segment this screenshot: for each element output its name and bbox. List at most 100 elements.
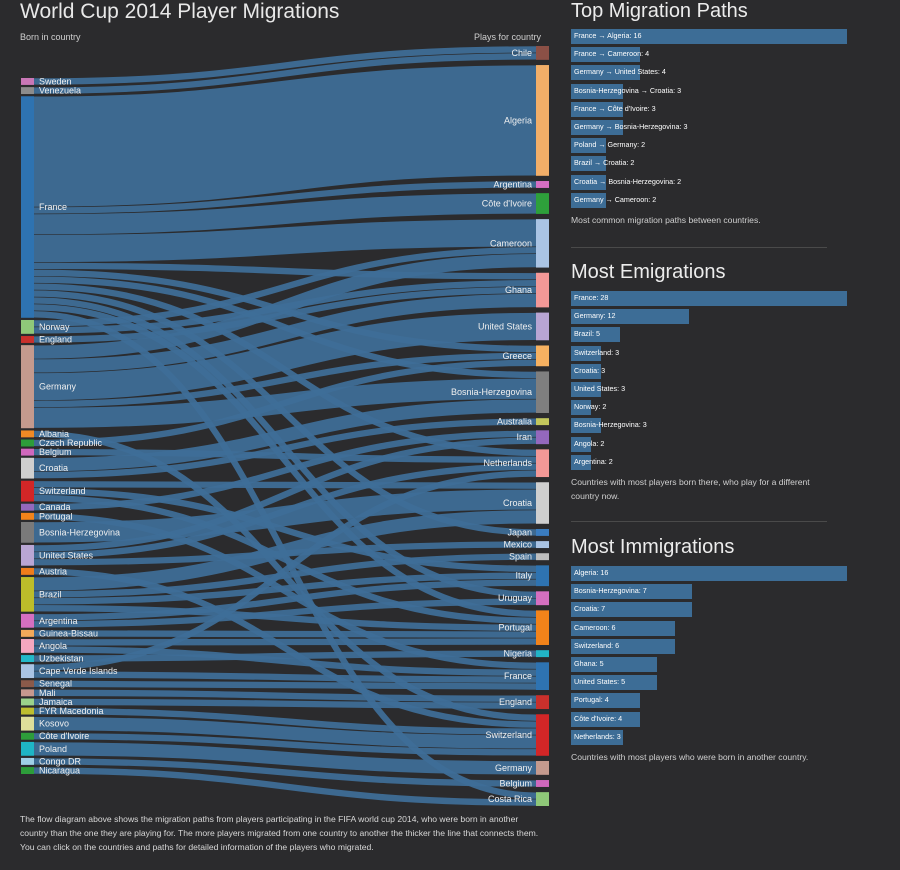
bar[interactable] (571, 174, 606, 190)
target-label[interactable]: Uruguay (498, 593, 533, 603)
target-node[interactable] (536, 780, 549, 787)
bar[interactable] (571, 454, 591, 470)
bar-row[interactable]: Bosnia-Herzegovina: 7 (571, 584, 861, 600)
bar[interactable] (571, 156, 606, 172)
source-label[interactable]: Uzbekistan (39, 654, 84, 664)
bar[interactable] (571, 138, 606, 154)
migration-flow[interactable] (33, 352, 537, 408)
bar-row[interactable]: France: 28 (571, 291, 861, 306)
bar[interactable] (571, 638, 675, 654)
target-label[interactable]: Greece (502, 351, 532, 361)
source-label[interactable]: Côte d'Ivoire (39, 731, 89, 741)
bar-row[interactable]: United States: 3 (571, 381, 861, 397)
bar[interactable] (571, 65, 640, 81)
target-label[interactable]: Costa Rica (488, 794, 532, 804)
bar[interactable] (571, 436, 591, 452)
target-label[interactable]: Switzerland (485, 730, 532, 740)
bar[interactable] (571, 327, 621, 343)
target-node[interactable] (536, 528, 549, 536)
source-node[interactable] (21, 521, 34, 543)
source-node[interactable] (21, 629, 34, 637)
bar[interactable] (571, 309, 690, 325)
source-label[interactable]: Bosnia-Herzegovina (39, 527, 120, 537)
source-label[interactable]: England (39, 334, 72, 344)
bar-row[interactable]: France → Cameroon: 4 (571, 47, 861, 63)
bar[interactable] (571, 711, 640, 727)
bar-row[interactable]: Côte d'Ivoire: 4 (571, 711, 861, 727)
migration-flow[interactable] (33, 399, 537, 472)
source-node[interactable] (21, 448, 34, 456)
target-node[interactable] (536, 760, 549, 775)
migration-flow[interactable] (33, 758, 537, 787)
source-node[interactable] (21, 480, 34, 502)
source-node[interactable] (21, 767, 34, 774)
target-label[interactable]: Argentina (493, 179, 532, 189)
source-node[interactable] (21, 680, 34, 688)
target-label[interactable]: Cameroon (490, 238, 532, 248)
target-label[interactable]: Côte d'Ivoire (482, 199, 532, 209)
bar[interactable] (571, 83, 623, 99)
migration-flow[interactable] (33, 510, 537, 591)
source-label[interactable]: Argentina (39, 616, 78, 626)
migration-flow[interactable] (33, 286, 537, 343)
migration-flow[interactable] (33, 437, 537, 552)
bar[interactable] (571, 291, 847, 306)
bar-row[interactable]: Argentina: 2 (571, 454, 861, 470)
source-label[interactable]: Kosovo (39, 719, 69, 729)
source-label[interactable]: Congo DR (39, 756, 82, 766)
target-node[interactable] (536, 565, 549, 587)
source-label[interactable]: Norway (39, 322, 70, 332)
target-label[interactable]: France (504, 671, 532, 681)
migration-flow[interactable] (33, 733, 537, 756)
source-label[interactable]: Portugal (39, 511, 73, 521)
target-label[interactable]: Algeria (504, 115, 532, 125)
target-node[interactable] (536, 181, 549, 188)
target-node[interactable] (536, 610, 549, 645)
source-node[interactable] (21, 345, 34, 429)
bar-row[interactable]: Norway: 2 (571, 400, 861, 416)
target-label[interactable]: England (499, 697, 532, 707)
bar-row[interactable]: Croatia: 3 (571, 363, 861, 379)
source-label[interactable]: Nicaragua (39, 766, 80, 776)
target-node[interactable] (536, 695, 549, 710)
target-node[interactable] (536, 193, 549, 214)
source-node[interactable] (21, 457, 34, 479)
migration-flow[interactable] (33, 430, 537, 511)
target-label[interactable]: Nigeria (503, 649, 532, 659)
migration-flow[interactable] (33, 553, 537, 598)
target-label[interactable]: Japan (507, 527, 532, 537)
migration-flow[interactable] (33, 418, 537, 479)
source-label[interactable]: FYR Macedonia (39, 706, 104, 716)
migration-flow[interactable] (33, 689, 537, 702)
bar-row[interactable]: Algeria: 16 (571, 566, 861, 581)
target-label[interactable]: Australia (497, 417, 532, 427)
bar-row[interactable]: Switzerland: 3 (571, 345, 861, 361)
migration-flow[interactable] (33, 463, 537, 559)
migration-flow[interactable] (33, 293, 537, 373)
bar-row[interactable]: Brazil: 5 (571, 327, 861, 343)
bar[interactable] (571, 602, 692, 618)
source-node[interactable] (21, 613, 34, 628)
source-label[interactable]: United States (39, 550, 94, 560)
target-label[interactable]: Spain (509, 552, 532, 562)
target-node[interactable] (536, 46, 549, 60)
source-node[interactable] (21, 96, 34, 318)
source-node[interactable] (21, 567, 34, 575)
migration-flow[interactable] (33, 598, 537, 628)
migration-flow[interactable] (33, 470, 537, 671)
target-label[interactable]: Chile (511, 48, 532, 58)
bar-row[interactable]: Poland → Germany: 2 (571, 138, 861, 154)
migration-flow[interactable] (33, 707, 537, 735)
bar[interactable] (571, 345, 601, 361)
bar-row[interactable]: Germany: 12 (571, 309, 861, 325)
source-label[interactable]: Albania (39, 429, 69, 439)
source-label[interactable]: Venezuela (39, 86, 81, 96)
target-node[interactable] (536, 792, 549, 806)
bar-row[interactable]: Germany → Bosnia-Herzegovina: 3 (571, 119, 861, 135)
target-node[interactable] (536, 430, 549, 445)
migration-flow[interactable] (33, 646, 537, 676)
migration-flow[interactable] (33, 487, 537, 572)
migration-flow[interactable] (33, 671, 537, 683)
target-node[interactable] (536, 541, 549, 549)
target-node[interactable] (536, 219, 549, 268)
